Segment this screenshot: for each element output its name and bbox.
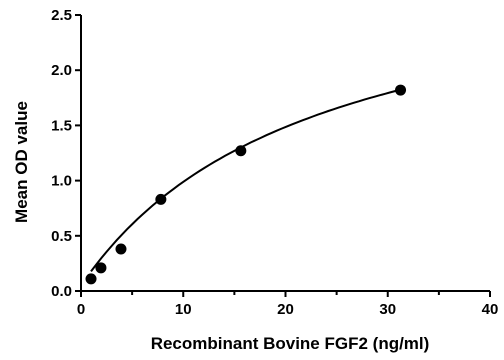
y-axis-title: Mean OD value xyxy=(12,101,31,223)
y-tick-label: 0.0 xyxy=(51,283,72,300)
x-tick-label: 0 xyxy=(77,301,85,318)
data-point xyxy=(235,145,247,157)
data-point xyxy=(395,84,407,96)
x-axis: 0 10 20 30 40 xyxy=(77,290,499,318)
y-tick-label: 1.5 xyxy=(51,117,72,134)
y-tick-label: 2.0 xyxy=(51,62,72,79)
x-tick-label: 10 xyxy=(175,301,192,318)
y-tick-label: 0.5 xyxy=(51,228,72,245)
x-axis-title: Recombinant Bovine FGF2 (ng/ml) xyxy=(151,334,430,353)
data-point xyxy=(85,273,97,285)
fit-curve xyxy=(90,88,401,273)
y-tick-label: 2.5 xyxy=(51,7,72,24)
x-tick-label: 30 xyxy=(379,301,396,318)
x-tick-label: 20 xyxy=(277,301,294,318)
y-axis: 0.0 0.5 1.0 1.5 2.0 2.5 xyxy=(51,7,82,300)
x-tick-label: 40 xyxy=(482,301,499,318)
plot-area xyxy=(85,84,407,285)
y-tick-label: 1.0 xyxy=(51,173,72,190)
data-point xyxy=(155,193,167,205)
data-point xyxy=(95,262,107,274)
data-point xyxy=(115,243,127,255)
